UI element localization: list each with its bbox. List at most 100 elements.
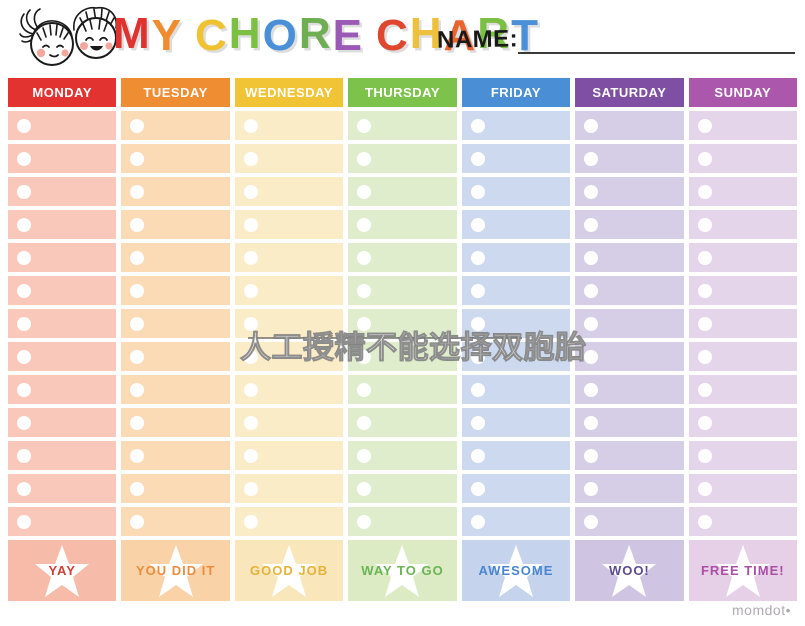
- day-header-friday: FRIDAY: [461, 78, 571, 107]
- chore-bullet-circle: [584, 481, 599, 496]
- chore-bullet-circle: [17, 349, 31, 364]
- chore-bullet-circle: [17, 283, 31, 298]
- star-icon: [602, 544, 657, 597]
- chore-slot: [234, 210, 344, 239]
- chore-bullet-circle: [470, 250, 485, 265]
- chore-bullet-circle: [130, 448, 145, 463]
- chore-slot: [234, 309, 344, 338]
- chore-slot: [575, 441, 684, 470]
- chore-bullet-circle: [17, 316, 31, 331]
- chore-slot: [8, 309, 117, 338]
- chore-bullet-circle: [17, 217, 31, 232]
- chore-bullet-circle: [17, 382, 31, 397]
- title-letter: H: [228, 9, 263, 58]
- chore-bullet-circle: [697, 514, 712, 529]
- chore-bullet-circle: [243, 250, 258, 265]
- reward-label: FREE TIME!: [700, 563, 785, 578]
- chore-slot: [348, 177, 457, 206]
- reward-cell-monday: YAY: [8, 540, 117, 601]
- title-letter: A: [443, 11, 478, 60]
- chore-bullet-circle: [584, 217, 599, 232]
- chore-slot: [8, 375, 117, 404]
- star-icon: [148, 544, 203, 597]
- chore-slot: [575, 111, 684, 140]
- chore-slot: [461, 111, 571, 140]
- chore-slot: [461, 276, 571, 305]
- chore-bullet-circle: [470, 382, 485, 397]
- chore-slot: [575, 309, 684, 338]
- name-field: NAME:: [437, 25, 795, 54]
- chore-slot: [8, 507, 117, 536]
- chore-bullet-circle: [130, 415, 145, 430]
- title-letter: T: [511, 11, 540, 60]
- chore-bullet-circle: [243, 382, 258, 397]
- reward-cell-thursday: WAY TO GO: [348, 540, 457, 601]
- chore-slot: [121, 309, 230, 338]
- chore-slot: [121, 342, 230, 371]
- chore-slot: [348, 144, 457, 173]
- chore-slot: [121, 408, 230, 437]
- chore-slot: [575, 507, 684, 536]
- chore-bullet-circle: [697, 217, 712, 232]
- chore-bullet-circle: [243, 151, 258, 166]
- chore-bullet-circle: [470, 448, 485, 463]
- chore-bullet-circle: [584, 250, 599, 265]
- chore-slot: [575, 342, 684, 371]
- chore-bullet-circle: [470, 415, 485, 430]
- chore-slot: [461, 177, 571, 206]
- kids-faces-illustration: [19, 6, 118, 66]
- chore-slot: [121, 243, 230, 272]
- chore-bullet-circle: [584, 448, 599, 463]
- chore-bullet-circle: [130, 250, 145, 265]
- chore-bullet-circle: [584, 349, 599, 364]
- reward-label: WAY TO GO: [361, 563, 444, 578]
- title-letter: E: [332, 11, 364, 60]
- chore-bullet-circle: [243, 118, 258, 133]
- reward-label: YAY: [48, 563, 76, 578]
- chore-slot: [348, 441, 457, 470]
- chore-bullet-circle: [243, 415, 258, 430]
- chore-slot: [8, 276, 117, 305]
- chore-slot: [8, 441, 117, 470]
- chore-bullet-circle: [17, 481, 31, 496]
- day-column-sunday: SUNDAY FREE TIME!: [688, 78, 797, 601]
- chore-bullet-circle: [130, 316, 145, 331]
- chore-slot: [688, 408, 797, 437]
- chore-bullet-circle: [357, 184, 372, 199]
- chore-bullet-circle: [17, 514, 31, 529]
- chore-slot: [461, 474, 571, 503]
- reward-label: YOU DID IT: [135, 563, 216, 578]
- chore-slot: [688, 210, 797, 239]
- chore-bullet-circle: [584, 118, 599, 133]
- watermark-text: 人工授精不能选择双胞胎: [240, 330, 587, 366]
- chore-bullet-circle: [470, 481, 485, 496]
- chore-slot: [348, 210, 457, 239]
- star-icon: [375, 544, 430, 597]
- chore-bullet-circle: [584, 283, 599, 298]
- title-letter: R: [477, 9, 512, 58]
- chore-bullet-circle: [470, 118, 485, 133]
- title-letter: R: [298, 9, 333, 58]
- day-column-wednesday: WEDNESDAY GOOD JOB: [234, 78, 344, 601]
- star-icon: [488, 544, 543, 597]
- chore-slot: [688, 309, 797, 338]
- chore-slot: [461, 507, 571, 536]
- watermark-strikethrough-line: [248, 337, 522, 339]
- chore-slot: [575, 408, 684, 437]
- day-header-saturday: SATURDAY: [575, 78, 684, 107]
- reward-cell-wednesday: GOOD JOB: [234, 540, 344, 601]
- chore-bullet-circle: [130, 349, 145, 364]
- reward-cell-sunday: FREE TIME!: [688, 540, 797, 601]
- chore-slot: [575, 474, 684, 503]
- brand-watermark: momdot•: [732, 602, 791, 618]
- chore-slot: [8, 243, 117, 272]
- chore-slot: [461, 243, 571, 272]
- title-letter: Y: [151, 11, 184, 60]
- chore-bullet-circle: [17, 250, 31, 265]
- chore-bullet-circle: [697, 415, 712, 430]
- reward-cell-tuesday: YOU DID IT: [121, 540, 230, 601]
- title-letter: H: [409, 9, 444, 58]
- chore-bullet-circle: [243, 283, 258, 298]
- chore-bullet-circle: [357, 415, 372, 430]
- chore-slot: [348, 309, 457, 338]
